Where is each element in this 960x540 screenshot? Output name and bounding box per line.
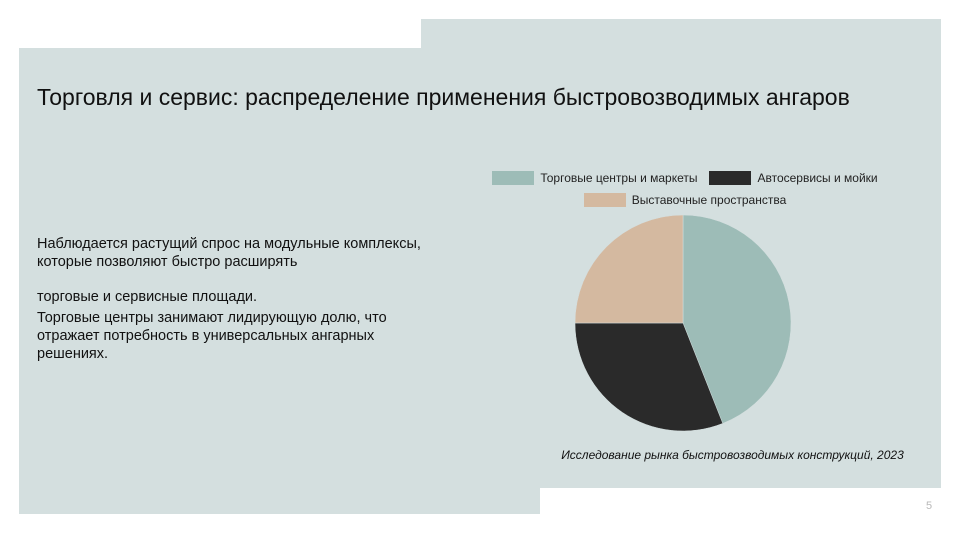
legend-label-exhibition: Выставочные пространства xyxy=(631,193,787,207)
legend-item-retail: Торговые центры и маркеты xyxy=(492,171,697,185)
background-panel-bottom xyxy=(19,480,540,514)
legend-swatch-exhibition xyxy=(583,193,626,207)
source-caption: Исследование рынка быстровозводимых конс… xyxy=(561,448,904,462)
background-panel xyxy=(19,48,941,488)
pie-slice-auto xyxy=(574,322,724,432)
legend-item-exhibition: Выставочные пространства xyxy=(583,193,787,207)
body-paragraph-2: торговые и сервисные площади. xyxy=(37,289,258,305)
legend-label-retail: Торговые центры и маркеты xyxy=(540,171,698,185)
legend-swatch-auto xyxy=(709,171,752,185)
body-paragraph-1: Наблюдается растущий спрос на модульные … xyxy=(37,236,421,270)
pie-chart xyxy=(574,214,792,432)
legend-item-auto: Автосервисы и мойки xyxy=(709,171,878,185)
pie-slice-retail xyxy=(682,214,792,424)
chart-legend: Торговые центры и маркеты Автосервисы и … xyxy=(480,168,890,212)
slide-title: Торговля и сервис: распределение примене… xyxy=(37,84,850,110)
pie-slice-exhibition xyxy=(574,214,684,324)
page-number: 5 xyxy=(926,500,933,512)
body-paragraph-3: Торговые центры занимают лидирующую долю… xyxy=(37,310,387,362)
legend-label-auto: Автосервисы и мойки xyxy=(757,171,878,185)
legend-swatch-retail xyxy=(492,171,535,185)
